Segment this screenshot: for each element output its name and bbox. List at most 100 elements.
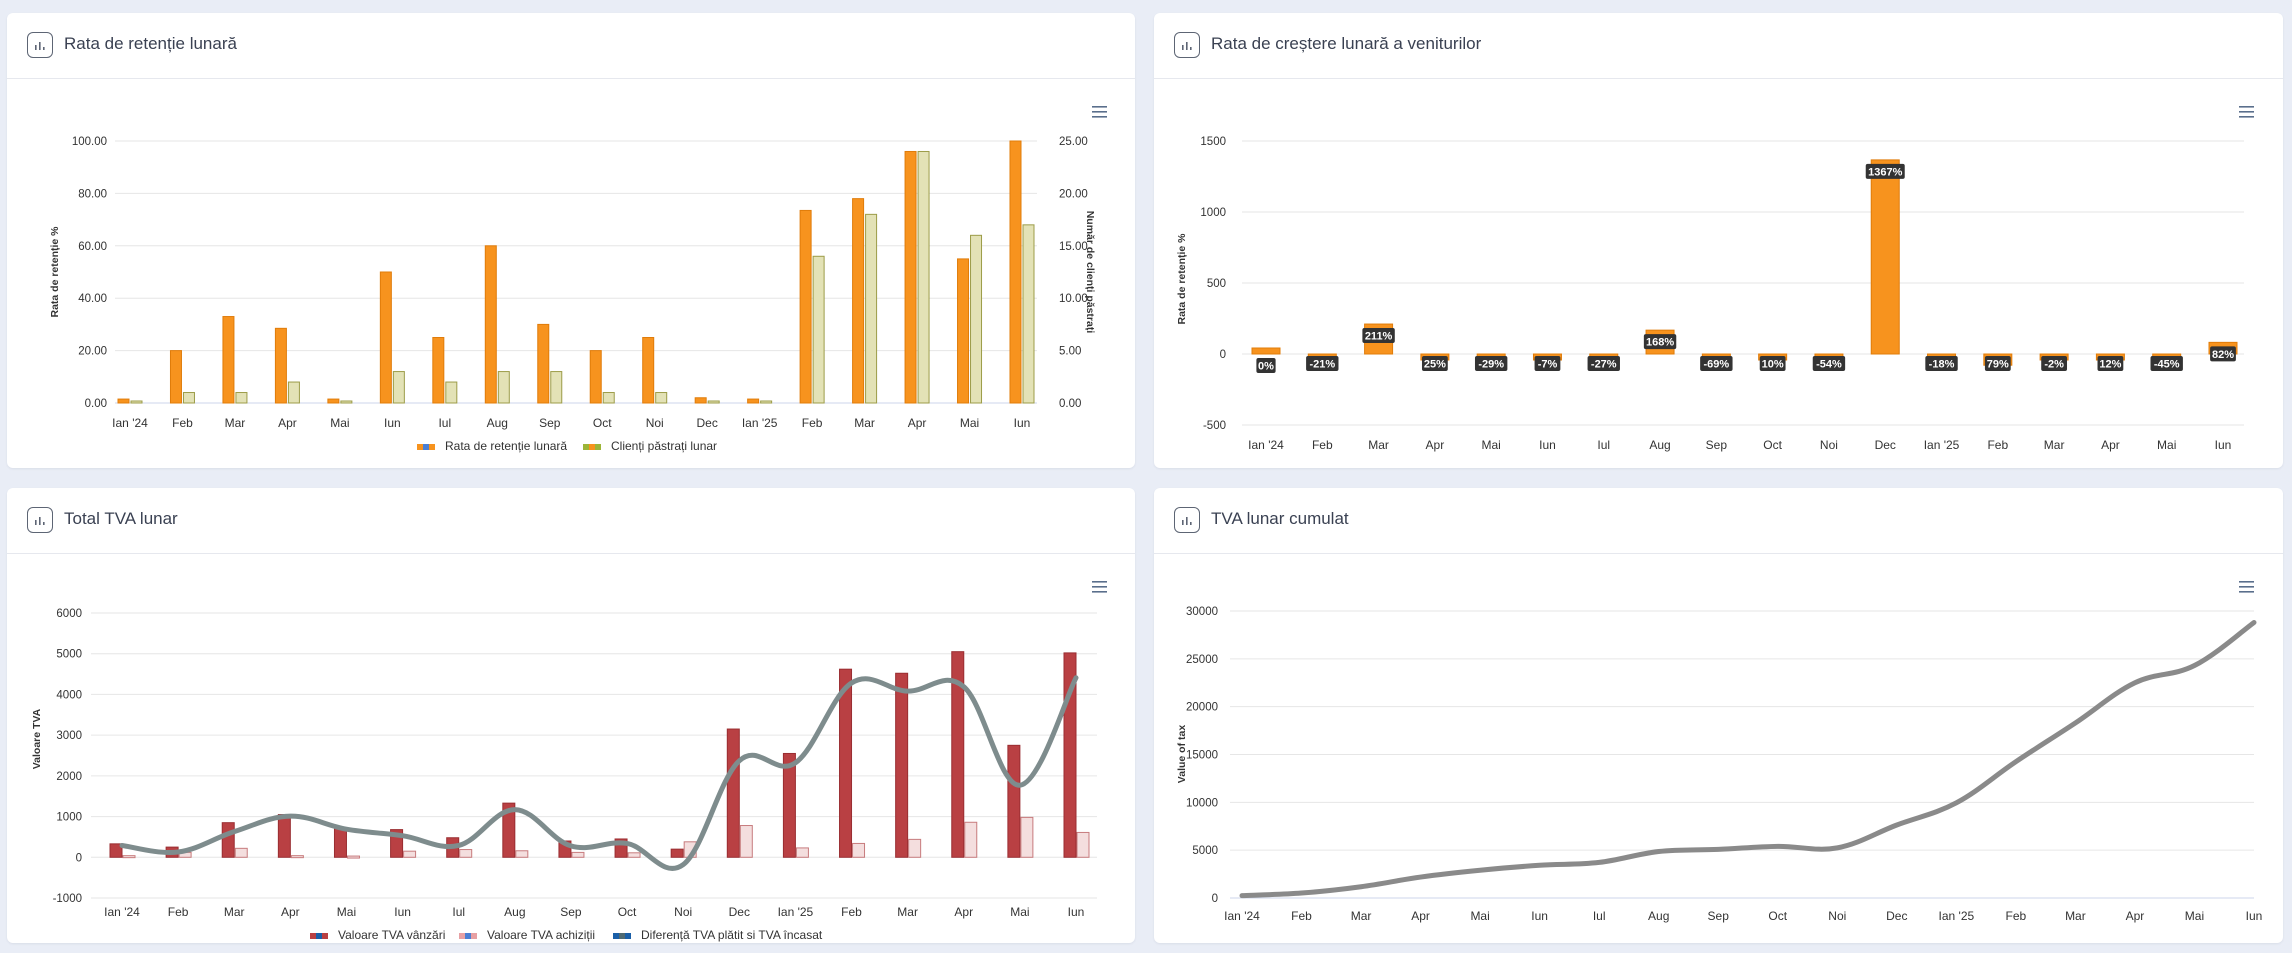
chart-menu-icon[interactable] [1092,580,1110,594]
y-tick-label-right: 15.00 [1059,241,1088,253]
vat-purchases-bar [571,851,585,858]
x-tick-label: Oct [618,905,637,919]
axis-title: Rata de retenție % [49,226,61,318]
vat-purchases-bar [908,838,922,858]
clients-bar [235,392,248,404]
x-tick-label: Aug [487,416,508,430]
clients-bar [445,381,458,404]
vat-sales-bar [109,843,123,858]
cumulative-vat-line [1239,619,2257,899]
vat-sales-bar [951,651,965,858]
card-header: TVA lunar cumulat [1154,488,2283,554]
data-label-box [1534,356,1561,371]
chart-menu-icon[interactable] [2239,105,2257,119]
vat-purchases-bar [795,847,809,858]
data-label-box [1643,334,1677,350]
retention-bar [747,398,760,404]
retention-bar [957,258,970,404]
retention-bar [169,350,182,404]
bar-chart-icon [27,507,53,533]
vat-purchases-bar [964,821,978,858]
x-tick-label: Oct [1768,909,1787,923]
y-tick-label: 20000 [1186,702,1218,714]
data-label: 25% [1424,359,1446,371]
y-tick-label: 500 [1207,278,1226,290]
data-label: -7% [1538,359,1558,371]
clients-bar [392,371,405,404]
x-tick-label: Mar [2065,909,2086,923]
data-label-box [2097,356,2124,371]
retention-bar [274,327,287,404]
data-label-box [1306,356,1339,371]
legend-label: Valoare TVA vânzări [338,928,445,942]
x-tick-label: Noi [646,416,664,430]
vat-purchases-bar [122,855,136,859]
x-tick-label: Mai [1482,438,1501,452]
y-tick-label: 0 [1220,349,1226,361]
vat-purchases-bar [515,850,529,858]
axis-title: Rata de retenție % [1176,233,1188,325]
x-tick-label: Aug [1649,438,1670,452]
chart-menu-icon[interactable] [1092,105,1110,119]
x-tick-label: Apr [2101,438,2120,452]
y-tick-label: -1000 [53,893,82,905]
data-label: -29% [1478,359,1504,371]
data-label: 79% [1987,359,2009,371]
vat-sales-bar [726,728,740,858]
x-tick-label: Apr [908,416,927,430]
x-tick-label: Iun [1014,416,1031,430]
legend-swatch [322,933,328,939]
x-tick-label: Mai [2185,909,2204,923]
vat-sales-bar [670,848,684,858]
vat-difference-line [119,675,1079,871]
retention-bar [1009,140,1022,404]
data-label-box [1700,356,1733,371]
vat-purchases-bar [346,855,360,859]
card-title: Rata de creștere lunară a veniturilor [1211,34,1482,53]
vat-sales-bar [839,668,853,858]
y-tick-label: 20.00 [78,346,107,358]
vat-purchases-bar [627,852,641,858]
x-tick-label: Iun [2246,909,2263,923]
vat-purchases-bar [852,842,866,858]
y-tick-label: 40.00 [78,293,107,305]
clients-bar [1022,224,1035,404]
legend-label: Clienți păstrați lunar [611,439,717,453]
x-tick-label: Iun [384,416,401,430]
x-tick-label: Dec [697,416,718,430]
x-tick-label: Ian '24 [1224,909,1260,923]
x-tick-label: Mar [225,416,246,430]
x-tick-label: Sep [539,416,561,430]
retention-bar [379,271,392,404]
vat-purchases-bar [234,847,248,858]
x-tick-label: Feb [1291,909,1312,923]
x-tick-label: Iul [438,416,451,430]
clients-bar [497,371,510,404]
x-tick-label: Feb [841,905,862,919]
chart-menu-icon[interactable] [2239,580,2257,594]
data-label: 10% [1762,359,1784,371]
y-tick-label: 100.00 [72,136,107,148]
legend-swatch [613,933,619,939]
clients-bar [287,381,300,404]
axis-title: Valoare TVA [31,708,43,769]
axis-title: Value of tax [1176,725,1188,784]
x-tick-label: Mai [330,416,349,430]
y-tick-label: 0 [1212,893,1218,905]
vat-purchases-bar [1076,831,1090,858]
x-tick-label: Mai [337,905,356,919]
x-tick-label: Iun [1539,438,1556,452]
x-tick-label: Noi [1820,438,1838,452]
y-tick-label-right: 25.00 [1059,136,1088,148]
x-tick-label: Dec [1875,438,1896,452]
data-label: 168% [1646,337,1674,349]
x-tick-label: Ian '24 [104,905,140,919]
legend-swatch [459,933,465,939]
data-label: 211% [1365,331,1393,343]
retention-bar [117,398,130,404]
y-tick-label: 0.00 [85,398,107,410]
data-label: 1367% [1868,166,1902,178]
x-tick-label: Mai [960,416,979,430]
x-tick-label: Iun [394,905,411,919]
data-label: -2% [2044,359,2064,371]
